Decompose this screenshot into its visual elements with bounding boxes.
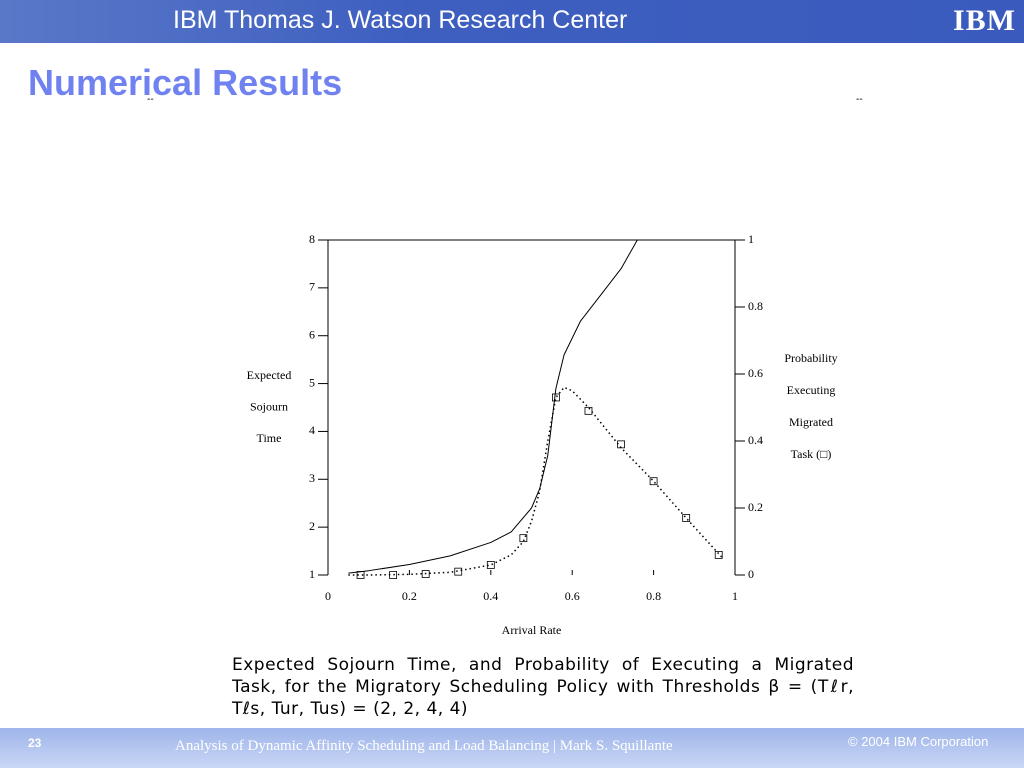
- marker: [649, 477, 658, 486]
- y-tick-label: 2: [309, 519, 315, 533]
- marker: [617, 440, 625, 449]
- y2-axis-label: Task (□): [791, 447, 832, 461]
- marker: [454, 567, 463, 576]
- chart: 0 0.2 0.4 0.6 0.8 1 1 2 3 4 5 6 7 8 0 0.2 0.4 0.6 0.8 1 Arri…: [247, 232, 838, 637]
- y-tick-label: 5: [309, 375, 315, 389]
- marker: [584, 406, 593, 415]
- y2-tick-label: 0: [748, 567, 754, 581]
- slide-title: Numerical Results: [28, 62, 343, 103]
- plot-frame: [327, 239, 736, 575]
- y-tick-label: 7: [309, 280, 315, 294]
- y-tick-label: 1: [309, 567, 315, 581]
- y-tick-label: 4: [309, 423, 315, 437]
- y-tick-label: 8: [309, 232, 315, 246]
- dotted-line: [348, 386, 724, 576]
- logo: IBM: [953, 4, 1016, 37]
- x-tick-label: 0.4: [483, 589, 498, 603]
- y2-tick-label: 1: [748, 232, 754, 246]
- y-axis-label: Time: [257, 431, 282, 445]
- marker: [519, 534, 528, 543]
- mark: --: [147, 94, 154, 105]
- y2-axis-label: Probability: [784, 351, 837, 365]
- copyright: © 2004 IBM Corporation: [848, 734, 989, 749]
- marker: [486, 561, 495, 569]
- x-tick-label: 0: [325, 589, 331, 603]
- header-bar: [0, 0, 1024, 43]
- marker: [682, 514, 691, 522]
- x-tick-label: 0.6: [565, 589, 580, 603]
- x-tick-label: 0.2: [402, 589, 417, 603]
- y-tick-label: 3: [309, 471, 315, 485]
- x-tick-label: 1: [732, 589, 738, 603]
- mark: --: [856, 94, 863, 105]
- marker: [389, 571, 398, 579]
- y2-tick-label: 0.8: [748, 299, 763, 313]
- y2-axis-label: Executing: [787, 383, 836, 397]
- marker: [552, 393, 560, 402]
- y2-axis-label: Migrated: [789, 415, 833, 429]
- y-axis-label: Sojourn: [250, 399, 288, 413]
- y2-tick-label: 0.2: [748, 500, 763, 514]
- marker: [714, 551, 723, 559]
- marker: [421, 570, 430, 578]
- header-title: IBM Thomas J. Watson Research Center: [173, 6, 628, 34]
- page-number: 23: [28, 736, 42, 750]
- y-tick-label: 6: [309, 327, 315, 341]
- x-axis-label: Arrival Rate: [502, 623, 562, 637]
- y2-tick-label: 0.4: [748, 433, 763, 447]
- footer-text: Analysis of Dynamic Affinity Scheduling …: [175, 738, 673, 754]
- y2-tick-label: 0.6: [748, 366, 763, 380]
- y-axis-label: Expected: [247, 368, 292, 382]
- line: [348, 239, 638, 574]
- footer-bar: [0, 728, 1024, 768]
- x-tick-label: 0.8: [646, 589, 661, 603]
- caption: Expected Sojourn Time, and Probability o…: [232, 655, 854, 719]
- marker: [356, 571, 365, 579]
